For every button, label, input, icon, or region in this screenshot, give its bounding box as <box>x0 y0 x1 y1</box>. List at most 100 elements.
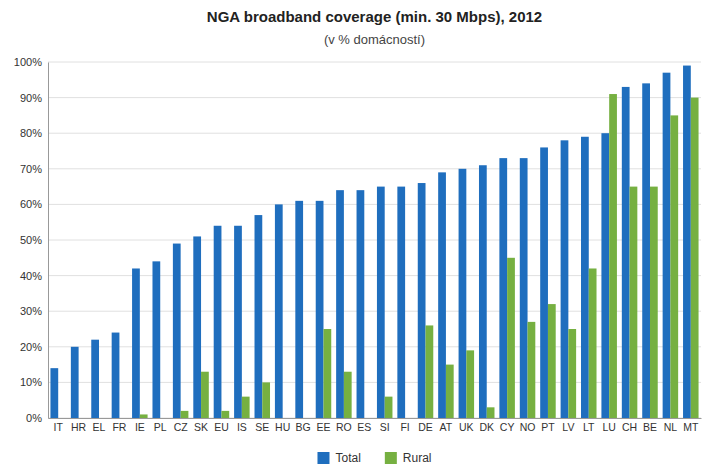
bar <box>479 165 487 418</box>
y-tick: 100% <box>14 56 48 68</box>
y-tick-label: 80% <box>20 127 42 139</box>
x-tick-label: CH <box>622 421 637 433</box>
x-tick: BG <box>295 421 310 433</box>
series <box>50 66 690 418</box>
y-tick: 50% <box>20 234 48 246</box>
bar <box>132 268 140 418</box>
x-tick-label: LV <box>562 421 574 433</box>
y-tick: 60% <box>20 198 48 210</box>
bar <box>119 418 127 419</box>
bar <box>418 183 426 418</box>
subtitle: (v % domácností) <box>324 32 425 47</box>
bar <box>650 187 658 418</box>
bar <box>357 190 365 418</box>
x-tick-label: IS <box>237 421 247 433</box>
y-tick-label: 70% <box>20 163 42 175</box>
bar <box>507 258 515 418</box>
x-tick-label: LU <box>602 421 615 433</box>
x-tick: UK <box>459 421 474 433</box>
y-tick: 20% <box>20 341 48 353</box>
series <box>140 94 699 418</box>
x-tick: NO <box>520 421 536 433</box>
bar <box>663 73 671 418</box>
x-tick: MT <box>683 421 699 433</box>
bar <box>193 236 201 418</box>
bar <box>295 201 303 418</box>
bar <box>71 347 79 418</box>
bar <box>255 215 263 418</box>
y-tick: 30% <box>20 305 48 317</box>
x-tick: IS <box>237 421 247 433</box>
bar <box>630 187 638 418</box>
x-tick-label: FR <box>112 421 126 433</box>
x-tick: FR <box>112 421 126 433</box>
bar <box>99 418 107 419</box>
chart: NGA broadband coverage (min. 30 Mbps), 2… <box>0 0 713 474</box>
bar <box>214 226 222 418</box>
y-tick-label: 10% <box>20 376 42 388</box>
x-tick: EE <box>316 421 330 433</box>
x-tick-label: FI <box>400 421 409 433</box>
x-tick: DK <box>479 421 494 433</box>
bar <box>242 397 250 418</box>
bar <box>344 372 352 418</box>
bar <box>275 204 283 418</box>
bar <box>112 333 120 418</box>
legend-item: Rural <box>385 451 432 465</box>
bar <box>221 411 229 418</box>
bar <box>173 244 181 418</box>
bar <box>520 158 528 418</box>
bar <box>79 418 87 419</box>
y-tick-label: 30% <box>20 305 42 317</box>
x-tick-label: ES <box>357 421 371 433</box>
x-tick-label: RO <box>336 421 352 433</box>
y-tick-label: 100% <box>14 56 42 68</box>
bar <box>336 190 344 418</box>
y-tick-label: 60% <box>20 198 42 210</box>
x-tick: HR <box>71 421 87 433</box>
x-tick: HU <box>275 421 290 433</box>
x-tick: BE <box>643 421 657 433</box>
x-tick-label: EU <box>214 421 229 433</box>
bar <box>459 169 467 418</box>
x-tick-label: SI <box>380 421 390 433</box>
y-tick: 40% <box>20 270 48 282</box>
legend: TotalRural <box>317 451 431 465</box>
x-tick-label: PT <box>541 421 555 433</box>
x-tick-label: SK <box>194 421 208 433</box>
x-tick-label: AT <box>440 421 453 433</box>
bars <box>50 66 698 418</box>
bar <box>160 418 168 419</box>
x-tick-label: MT <box>683 421 699 433</box>
bar <box>670 115 678 418</box>
bar <box>283 418 291 419</box>
bar <box>561 140 569 418</box>
x-tick: LV <box>562 421 574 433</box>
bar <box>385 397 393 418</box>
x-tick-label: EE <box>316 421 330 433</box>
x-tick-label: LT <box>583 421 595 433</box>
bar <box>589 268 597 418</box>
bar <box>487 407 495 418</box>
bar <box>91 340 99 418</box>
legend-label: Rural <box>403 451 432 465</box>
bar <box>609 94 617 418</box>
bar <box>426 325 434 418</box>
bar <box>377 187 385 418</box>
x-tick: NL <box>664 421 678 433</box>
y-tick-label: 40% <box>20 270 42 282</box>
x-tick-label: UK <box>459 421 474 433</box>
x-tick: AT <box>440 421 453 433</box>
bar <box>140 414 148 418</box>
x-tick-label: SE <box>255 421 269 433</box>
x-tick: LT <box>583 421 595 433</box>
x-tick-label: HR <box>71 421 87 433</box>
bar <box>50 368 58 418</box>
x-tick-label: BE <box>643 421 657 433</box>
x-axis: ITHRELFRIEPLCZSKEUISSEHUBGEEROESSIFIDEAT… <box>49 419 702 434</box>
bar <box>438 172 446 418</box>
x-tick: IT <box>54 421 64 433</box>
grid-line <box>48 97 701 98</box>
bar <box>405 418 413 419</box>
x-axis-line <box>49 418 702 419</box>
